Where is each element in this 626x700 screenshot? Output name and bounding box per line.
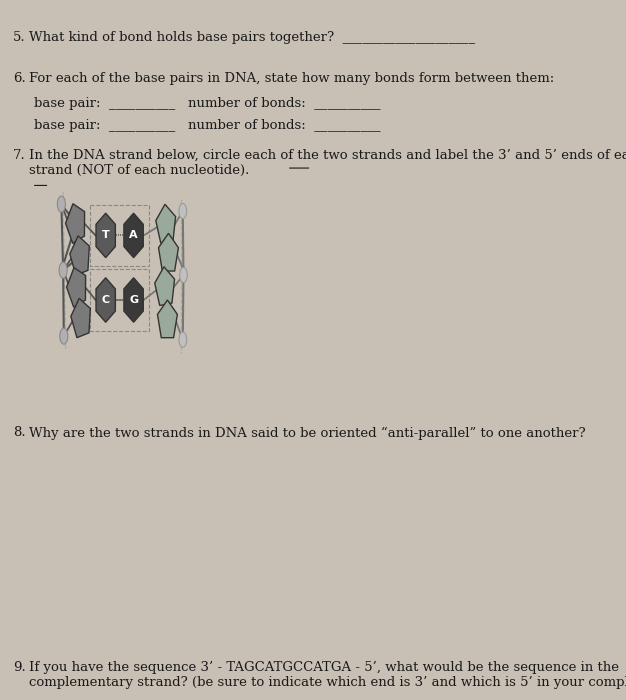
Circle shape bbox=[180, 267, 187, 283]
Text: base pair:  __________   number of bonds:  __________: base pair: __________ number of bonds: _… bbox=[34, 97, 381, 109]
Polygon shape bbox=[158, 233, 178, 271]
Polygon shape bbox=[156, 204, 176, 243]
Text: 6.: 6. bbox=[13, 72, 26, 85]
Text: 5.: 5. bbox=[13, 31, 26, 43]
Text: In the DNA strand below, circle each of the two strands and label the 3’ and 5’ : In the DNA strand below, circle each of … bbox=[29, 148, 626, 176]
Text: If you have the sequence 3’ - TAGCATGCCATGA - 5’, what would be the sequence in : If you have the sequence 3’ - TAGCATGCCA… bbox=[29, 661, 626, 689]
Polygon shape bbox=[124, 278, 143, 322]
Polygon shape bbox=[96, 214, 115, 258]
Polygon shape bbox=[66, 204, 85, 244]
Circle shape bbox=[59, 262, 67, 278]
Polygon shape bbox=[155, 267, 175, 305]
Circle shape bbox=[60, 328, 68, 344]
Circle shape bbox=[58, 196, 65, 212]
Text: G: G bbox=[129, 295, 138, 305]
Polygon shape bbox=[96, 278, 115, 322]
Polygon shape bbox=[158, 300, 177, 337]
Text: 7.: 7. bbox=[13, 148, 26, 162]
Circle shape bbox=[179, 204, 187, 218]
Polygon shape bbox=[124, 214, 143, 258]
Text: C: C bbox=[101, 295, 110, 305]
Circle shape bbox=[179, 332, 187, 347]
Text: A: A bbox=[130, 230, 138, 240]
Polygon shape bbox=[71, 298, 90, 337]
Text: T: T bbox=[102, 230, 110, 240]
Text: For each of the base pairs in DNA, state how many bonds form between them:: For each of the base pairs in DNA, state… bbox=[29, 72, 554, 85]
Text: What kind of bond holds base pairs together?  ____________________: What kind of bond holds base pairs toget… bbox=[29, 31, 475, 43]
Polygon shape bbox=[70, 236, 90, 275]
Text: Why are the two strands in DNA said to be oriented “anti-parallel” to one anothe: Why are the two strands in DNA said to b… bbox=[29, 426, 585, 440]
Polygon shape bbox=[66, 267, 86, 307]
Text: 8.: 8. bbox=[13, 426, 26, 440]
Text: base pair:  __________   number of bonds:  __________: base pair: __________ number of bonds: _… bbox=[34, 119, 381, 132]
Text: 9.: 9. bbox=[13, 661, 26, 674]
